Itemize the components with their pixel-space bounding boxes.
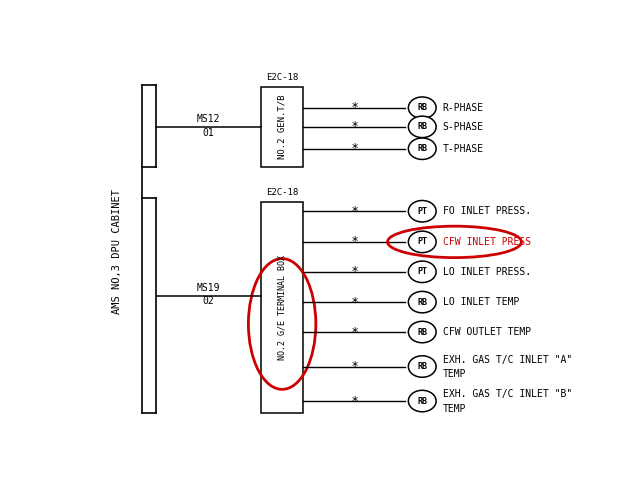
Text: CFW OUTLET TEMP: CFW OUTLET TEMP bbox=[443, 327, 531, 337]
Text: CFW INLET PRESS: CFW INLET PRESS bbox=[443, 237, 531, 247]
Text: NO.2 GEN.T/B: NO.2 GEN.T/B bbox=[278, 95, 287, 159]
Text: MS12: MS12 bbox=[196, 114, 220, 124]
Circle shape bbox=[408, 356, 436, 377]
Circle shape bbox=[408, 201, 436, 222]
Text: *: * bbox=[352, 296, 358, 309]
Text: RB: RB bbox=[417, 396, 428, 405]
Text: *: * bbox=[352, 121, 358, 133]
Circle shape bbox=[408, 138, 436, 159]
Circle shape bbox=[408, 261, 436, 282]
Bar bbox=[261, 87, 303, 167]
Circle shape bbox=[408, 231, 436, 252]
Text: RB: RB bbox=[417, 362, 428, 371]
Text: RB: RB bbox=[417, 298, 428, 307]
Text: *: * bbox=[352, 101, 358, 114]
Text: RB: RB bbox=[417, 144, 428, 153]
Text: *: * bbox=[352, 360, 358, 373]
Text: *: * bbox=[352, 142, 358, 155]
Text: E2C-18: E2C-18 bbox=[266, 73, 298, 82]
Text: RB: RB bbox=[417, 123, 428, 131]
Circle shape bbox=[408, 390, 436, 412]
Text: EXH. GAS T/C INLET "B": EXH. GAS T/C INLET "B" bbox=[443, 389, 572, 399]
Text: *: * bbox=[352, 205, 358, 218]
Text: *: * bbox=[352, 236, 358, 249]
Text: PT: PT bbox=[417, 267, 428, 276]
Text: RB: RB bbox=[417, 103, 428, 112]
Text: 02: 02 bbox=[203, 296, 214, 306]
Text: S-PHASE: S-PHASE bbox=[443, 122, 484, 132]
Text: LO INLET PRESS.: LO INLET PRESS. bbox=[443, 267, 531, 277]
Text: *: * bbox=[352, 394, 358, 407]
Circle shape bbox=[408, 97, 436, 119]
Text: TEMP: TEMP bbox=[443, 404, 466, 414]
Text: PT: PT bbox=[417, 238, 428, 247]
Bar bbox=[261, 202, 303, 412]
Text: *: * bbox=[352, 265, 358, 278]
Text: EXH. GAS T/C INLET "A": EXH. GAS T/C INLET "A" bbox=[443, 355, 572, 365]
Text: 01: 01 bbox=[203, 127, 214, 137]
Circle shape bbox=[408, 116, 436, 137]
Text: PT: PT bbox=[417, 207, 428, 216]
Text: T-PHASE: T-PHASE bbox=[443, 144, 484, 154]
Text: RB: RB bbox=[417, 328, 428, 337]
Circle shape bbox=[408, 321, 436, 343]
Text: AMS NO,3 DPU CABINET: AMS NO,3 DPU CABINET bbox=[112, 189, 122, 314]
Text: MS19: MS19 bbox=[196, 282, 220, 292]
Text: LO INLET TEMP: LO INLET TEMP bbox=[443, 297, 519, 307]
Text: R-PHASE: R-PHASE bbox=[443, 103, 484, 113]
Text: *: * bbox=[352, 326, 358, 339]
Text: NO.2 G/E TERMINAL BOX: NO.2 G/E TERMINAL BOX bbox=[278, 254, 287, 360]
Circle shape bbox=[408, 291, 436, 313]
Text: E2C-18: E2C-18 bbox=[266, 188, 298, 197]
Text: FO INLET PRESS.: FO INLET PRESS. bbox=[443, 206, 531, 216]
Text: TEMP: TEMP bbox=[443, 369, 466, 379]
